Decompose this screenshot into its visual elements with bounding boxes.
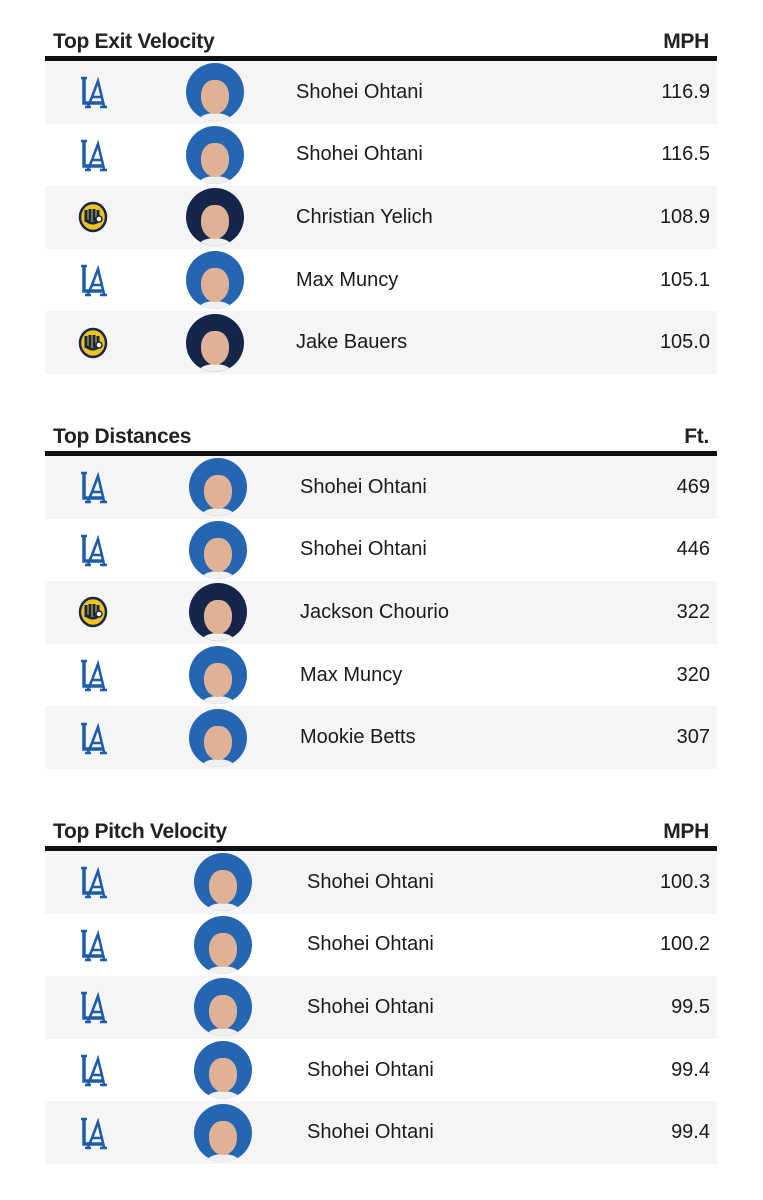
stat-value: 116.9 [661,80,710,103]
player-name: Max Muncy [296,268,399,291]
team-logo [78,326,108,360]
team-logo [78,138,108,172]
rows: Shohei Ohtani 469 Shohei Ohtani 446 Jackso… [45,456,717,769]
stat-value: 100.2 [659,933,710,956]
team-logo [78,865,108,899]
stat-value: 100.3 [659,870,710,893]
stat-value: 307 [676,726,710,749]
section-title: Top Exit Velocity [53,30,215,53]
team-logo [78,75,108,109]
team-logo [78,470,108,504]
leaderboard-section: Top Exit Velocity MPH Shohei Ohtani 116.9 … [45,22,717,374]
player-name: Shohei Ohtani [307,1121,434,1144]
team-logo [78,658,108,692]
section-header: Top Exit Velocity MPH [45,22,717,61]
player-name: Jackson Chourio [300,600,449,623]
row: Max Muncy 320 [45,644,717,707]
stat-value: 105.0 [659,331,710,354]
stat-value: 116.5 [661,143,710,166]
rows: Shohei Ohtani 116.9 Shohei Ohtani 116.5 Ch… [45,61,717,374]
player-name: Shohei Ohtani [300,538,427,561]
headshot [186,63,244,122]
headshot [194,1103,252,1162]
stat-value: 446 [676,538,710,561]
player-name: Shohei Ohtani [300,475,427,498]
team-logo [78,200,108,234]
player-name: Shohei Ohtani [307,1058,434,1081]
headshot [189,583,247,642]
row: Shohei Ohtani 100.2 [45,914,717,977]
headshot [186,125,244,184]
rows: Shohei Ohtani 100.3 Shohei Ohtani 100.2 Sh… [45,851,717,1164]
team-logo [78,595,108,629]
headshot [189,708,247,767]
player-name: Max Muncy [300,663,403,686]
row: Mookie Betts 307 [45,706,717,769]
section-title: Top Pitch Velocity [53,820,227,843]
headshot [186,251,244,310]
unit-label: Ft. [684,425,709,448]
stat-value: 99.4 [671,1121,710,1144]
team-logo [78,1053,108,1087]
headshot [194,915,252,974]
team-logo [78,721,108,755]
section-header: Top Pitch Velocity MPH [45,812,717,851]
row: Shohei Ohtani 100.3 [45,851,717,914]
row: Shohei Ohtani 446 [45,519,717,582]
unit-label: MPH [663,820,709,843]
headshot [186,188,244,247]
section-header: Top Distances Ft. [45,417,717,456]
stat-value: 105.1 [659,268,710,291]
headshot [189,520,247,579]
stat-value: 108.9 [659,205,710,228]
leaderboard-section: Top Distances Ft. Shohei Ohtani 469 Shohei… [45,417,717,769]
stat-value: 322 [676,600,710,623]
row: Shohei Ohtani 99.4 [45,1101,717,1164]
team-logo [78,990,108,1024]
headshot [189,646,247,705]
headshot [194,1041,252,1100]
row: Shohei Ohtani 116.9 [45,61,717,124]
team-logo [78,928,108,962]
team-logo [78,533,108,567]
row: Shohei Ohtani 116.5 [45,124,717,187]
player-name: Shohei Ohtani [296,143,423,166]
team-logo [78,1116,108,1150]
unit-label: MPH [663,30,709,53]
leaderboard-section: Top Pitch Velocity MPH Shohei Ohtani 100.3… [45,812,717,1164]
row: Christian Yelich 108.9 [45,186,717,249]
player-name: Jake Bauers [296,331,408,354]
row: Jackson Chourio 322 [45,581,717,644]
row: Jake Bauers 105.0 [45,311,717,374]
player-name: Shohei Ohtani [307,933,434,956]
headshot [189,458,247,517]
player-name: Christian Yelich [296,205,433,228]
headshot [186,313,244,372]
stat-value: 99.5 [671,995,710,1018]
team-logo [78,263,108,297]
player-name: Mookie Betts [300,726,416,749]
player-name: Shohei Ohtani [307,995,434,1018]
stat-value: 99.4 [671,1058,710,1081]
headshot [194,978,252,1037]
player-name: Shohei Ohtani [296,80,423,103]
row: Shohei Ohtani 99.5 [45,976,717,1039]
row: Max Muncy 105.1 [45,249,717,312]
headshot [194,853,252,912]
stat-value: 469 [676,475,710,498]
section-title: Top Distances [53,425,192,448]
row: Shohei Ohtani 469 [45,456,717,519]
player-name: Shohei Ohtani [307,870,434,893]
stat-value: 320 [676,663,710,686]
row: Shohei Ohtani 99.4 [45,1039,717,1102]
